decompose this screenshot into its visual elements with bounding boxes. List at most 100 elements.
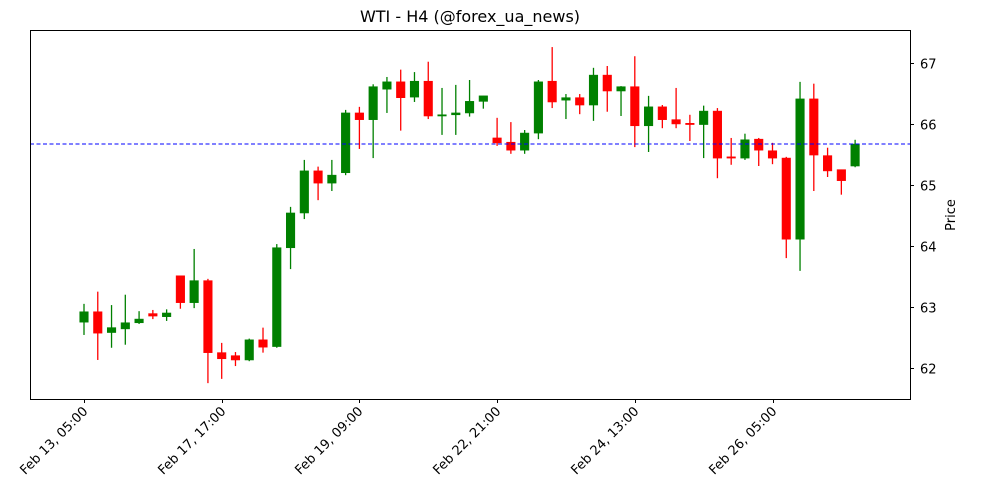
candle-body-down [767,150,778,159]
candle [437,87,447,135]
candle [616,86,626,116]
x-tick-label: Feb 13, 05:00 [17,404,91,478]
candle-body-up [699,110,709,125]
candle-body-down [547,80,557,103]
candles-group [79,47,860,384]
candle [712,108,722,179]
candle-body-down [781,157,791,240]
candle-body-up [134,318,144,324]
candle [162,309,172,321]
x-tick-label: Feb 26, 05:00 [706,404,780,478]
candle-body-up [795,98,805,240]
candle [244,338,254,362]
candle-body-down [396,81,406,99]
candle [836,169,846,195]
candle [409,72,420,102]
candle [258,327,268,353]
candle [809,83,819,192]
candle [685,114,695,142]
candle-body-down [313,170,323,184]
candle-body-down [575,97,585,106]
candle [644,95,654,152]
candle [823,147,833,177]
candle-body-up [409,80,420,98]
candle [726,137,736,165]
candle-body-up [106,327,117,333]
candle [341,109,351,176]
candle [230,352,241,367]
y-tick-label: 67 [920,58,937,73]
candle-body-up [588,74,599,106]
candle-body-down [148,313,158,317]
candle [588,67,599,121]
candle [850,139,860,168]
candle-body-up [79,311,89,323]
candle-body-down [823,155,833,172]
candle-body-down [754,138,764,151]
candle-body-up [285,212,296,249]
candle [272,244,282,348]
candle [148,309,158,320]
candle [740,133,750,160]
candle [533,80,543,140]
candle-body-up [533,81,543,134]
candle-body-up [120,322,130,330]
candle [465,80,475,117]
y-tick-label: 66 [920,119,937,134]
candle [79,303,89,335]
candle-body-up [437,114,447,117]
candle [561,94,571,120]
candle-body-up [740,139,750,159]
candle-body-up [272,247,282,347]
candle-body-up [850,143,860,167]
candle [451,84,461,135]
candle [299,159,309,220]
candle-body-down [258,339,268,348]
x-axis: Feb 13, 05:00 Feb 17, 17:00 Feb 19, 09:00 F… [17,399,780,478]
candle-body-down [354,112,364,120]
candle-body-down [630,86,640,127]
candle [671,87,681,129]
candle-body-up [244,339,254,361]
candle-body-down [423,80,433,117]
y-tick-label: 65 [920,180,937,195]
candle-body-down [671,119,681,125]
candle [575,94,585,115]
candle-body-up [478,95,488,102]
candle-body-down [506,141,516,151]
candle-body-down [602,74,612,92]
candle-body-down [657,106,667,120]
candle [93,291,103,360]
candle-body-up [451,112,461,116]
candle [506,122,516,154]
candle [382,76,392,113]
candle-body-down [836,169,846,181]
candle-body-down [230,355,241,361]
candle-body-up [189,280,199,303]
y-tick-label: 64 [920,241,937,256]
candle-body-down [809,98,819,156]
candle [175,275,185,309]
candle [106,305,117,348]
y-tick-label: 62 [920,363,937,378]
candle [754,137,764,167]
candle [478,95,488,109]
y-axis: 62 63 64 65 66 67 [910,58,937,378]
y-axis-label: Price [944,199,959,231]
candle [354,106,364,149]
x-tick-label: Feb 19, 09:00 [292,404,366,478]
candle [492,117,502,146]
candle [217,342,227,379]
candle [285,206,296,270]
x-tick-label: Feb 22, 21:00 [430,404,504,478]
chart-title: WTI - H4 (@forex_ua_news) [360,7,580,27]
candle-body-up [341,112,351,174]
candle [313,166,323,201]
candle-body-up [162,312,172,317]
x-tick-label: Feb 24, 13:00 [568,404,642,478]
candle [396,69,406,131]
candle [368,84,378,159]
candle-body-up [520,132,530,151]
candle [120,294,130,345]
